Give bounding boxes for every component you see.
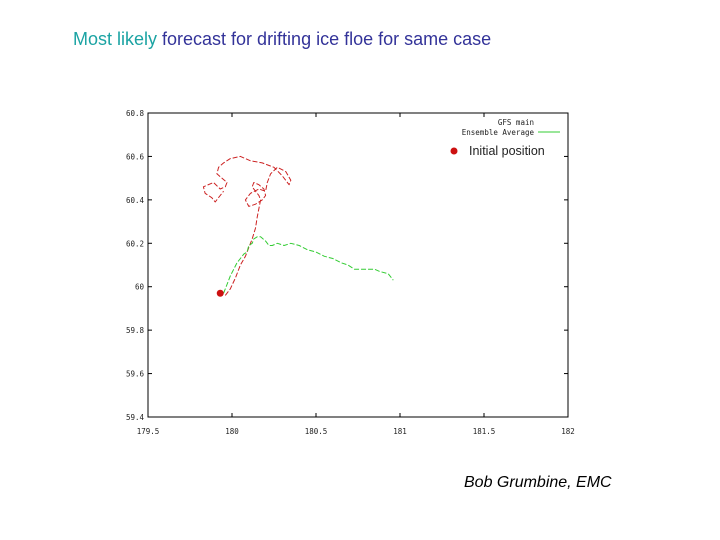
slide-title: Most likely forecast for drifting ice fl… (73, 29, 491, 50)
y-tick-label: 60.2 (126, 239, 144, 248)
title-rest: forecast for drifting ice floe for same … (157, 29, 492, 49)
x-tick-label: 181.5 (473, 427, 496, 436)
title-highlight: Most likely (73, 29, 158, 49)
y-tick-label: 60 (135, 283, 145, 292)
x-tick-label: 182 (561, 427, 575, 436)
y-axis: 60.8 60.6 60.4 60.2 60 59.8 59.6 59.4 (126, 109, 568, 422)
author-credit: Bob Grumbine, EMC (464, 474, 612, 491)
series-line-gfs-main (202, 155, 292, 296)
y-tick-label: 59.6 (126, 370, 145, 379)
y-tick-label: 59.8 (126, 326, 145, 335)
y-tick-label: 60.6 (126, 152, 145, 161)
x-tick-label: 181 (393, 427, 407, 436)
x-tick-label: 180.5 (305, 427, 328, 436)
y-tick-label: 60.8 (126, 109, 145, 118)
x-tick-label: 179.5 (137, 427, 160, 436)
x-tick-label: 180 (225, 427, 239, 436)
legend-label-ensemble-average: Ensemble Average (462, 128, 535, 137)
legend-label-gfs-main: GFS main (498, 118, 534, 127)
y-tick-label: 59.4 (126, 413, 145, 422)
legend-initial-marker (450, 147, 458, 155)
legend-initial-label: Initial position (469, 144, 545, 158)
series-layer (202, 155, 394, 297)
y-tick-label: 60.4 (126, 196, 145, 205)
initial-position-marker (216, 289, 224, 297)
series-line-ensemble-average (223, 236, 394, 294)
x-axis: 179.5 180 180.5 181 181.5 182 (137, 113, 575, 436)
plot-frame (147, 112, 569, 418)
